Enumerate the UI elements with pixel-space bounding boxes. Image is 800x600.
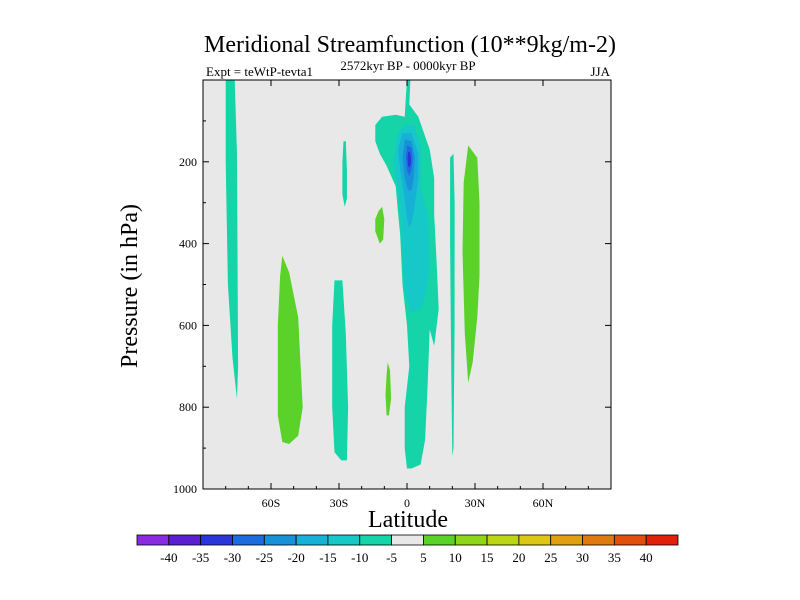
colorbar-label: 20	[512, 550, 525, 565]
colorbar-label: 40	[640, 550, 653, 565]
colorbar: -40 -35 -30 -25 -20 -15 -10 -5 5 10 15 20 25 30 35 40	[136, 534, 679, 565]
x-axis: 60S 30S 0 30N 60N	[202, 80, 612, 510]
contour-region-band-80S	[225, 80, 239, 399]
colorbar-swatch	[263, 534, 297, 546]
colorbar-swatch	[295, 534, 329, 546]
season-label: JJA	[590, 64, 610, 79]
x-tick-label: 60N	[533, 496, 554, 510]
x-tick-label: 30S	[330, 496, 349, 510]
experiment-label: Expt = teWtP-tevta1	[206, 64, 313, 79]
contour-regions	[225, 80, 480, 469]
contour-region-band-20N	[450, 153, 455, 457]
colorbar-swatch	[550, 534, 583, 546]
contour-region-band-28N	[462, 145, 480, 383]
plot-area: 60S 30S 0 30N 60N 200 400 600 800 1000	[173, 79, 612, 510]
colorbar-label: -15	[319, 550, 336, 565]
contour-region-patch-10S-low	[385, 362, 392, 416]
colorbar-swatch	[454, 534, 488, 546]
colorbar-swatch	[582, 534, 615, 546]
contour-region-band-45S	[277, 255, 303, 444]
colorbar-label: -40	[160, 550, 177, 565]
y-tick-label: 600	[179, 318, 197, 332]
y-axis-label: Pressure (in hPa)	[117, 204, 143, 368]
colorbar-label: 15	[481, 550, 494, 565]
colorbar-swatch	[518, 534, 552, 546]
x-tick-label: 0	[404, 496, 410, 510]
colorbar-swatch	[327, 534, 361, 546]
colorbar-swatch	[423, 534, 456, 546]
colorbar-label: -35	[192, 550, 209, 565]
y-tick-label: 200	[179, 155, 197, 169]
contour-region-band-28S	[332, 280, 349, 461]
colorbar-swatch	[359, 534, 392, 546]
colorbar-label: 10	[449, 550, 462, 565]
colorbar-swatch	[232, 534, 265, 546]
contour-region-patch-12S	[375, 206, 385, 244]
colorbar-swatch	[613, 534, 647, 546]
chart-subtitle: 2572kyr BP - 0000kyr BP	[340, 58, 475, 73]
x-axis-label: Latitude	[368, 507, 448, 533]
colorbar-label: -10	[351, 550, 368, 565]
colorbar-label: 25	[544, 550, 557, 565]
x-tick-label: 30N	[465, 496, 486, 510]
contour-region-central-cell-35	[407, 151, 412, 168]
colorbar-swatch	[200, 534, 233, 546]
colorbar-swatch	[136, 534, 170, 546]
colorbar-label: -30	[224, 550, 241, 565]
colorbar-label: 30	[576, 550, 589, 565]
colorbar-swatch	[645, 534, 679, 546]
y-tick-label: 400	[179, 237, 197, 251]
colorbar-swatch	[391, 534, 424, 546]
chart-title: Meridional Streamfunction (10**9kg/m-2)	[204, 32, 616, 58]
colorbar-label: -20	[287, 550, 304, 565]
colorbar-label: 5	[420, 550, 427, 565]
colorbar-label: -5	[386, 550, 397, 565]
colorbar-swatch	[168, 534, 202, 546]
colorbar-label: -25	[256, 550, 273, 565]
y-tick-label: 800	[179, 400, 197, 414]
contour-region-patch-27S-upper	[342, 141, 347, 207]
y-tick-label: 1000	[173, 482, 197, 496]
x-tick-label: 60S	[262, 496, 281, 510]
colorbar-label: 35	[608, 550, 621, 565]
y-axis: 200 400 600 800 1000	[173, 120, 611, 496]
colorbar-swatch	[486, 534, 520, 546]
